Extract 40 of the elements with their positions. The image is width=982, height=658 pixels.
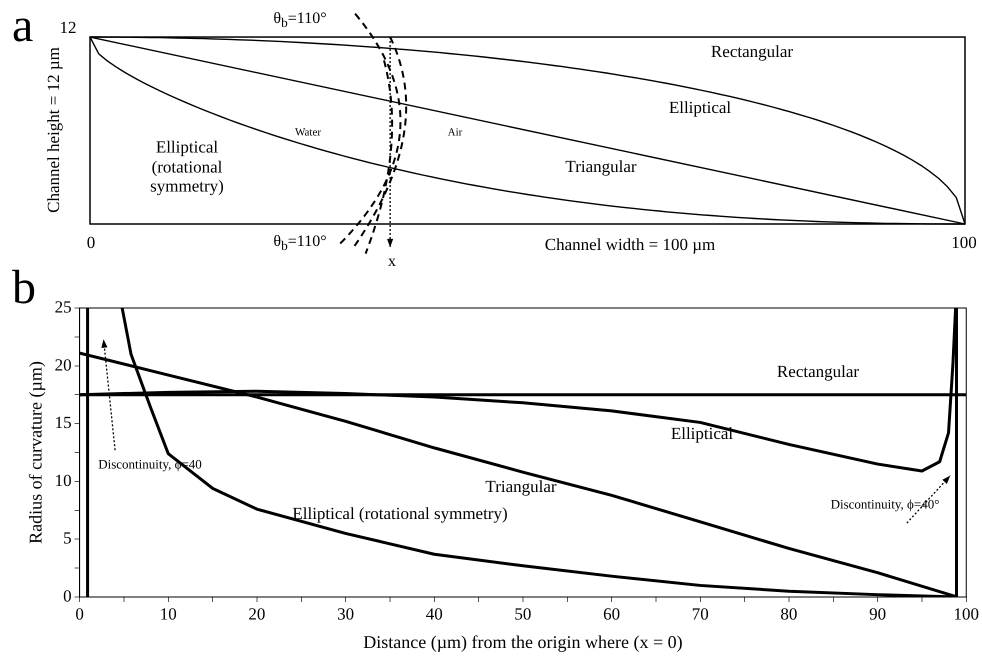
x-tick-label: 10 — [160, 604, 177, 624]
y-tick-label: 15 — [54, 413, 72, 432]
text: θ$_{b}$=110° — [273, 232, 327, 254]
x-tick-label: 0 — [75, 604, 84, 624]
x-tick-label: 100 — [954, 604, 979, 624]
text: θ$_{b}$=110° — [273, 10, 327, 30]
x-tick-label: 50 — [514, 604, 532, 624]
x-axis-title: Distance (µm) from the origin where (x = 0) — [363, 632, 683, 652]
y-tick-label: 5 — [63, 528, 72, 548]
y-tick-label: 25 — [54, 297, 72, 316]
text: x — [388, 252, 396, 272]
annotation: Discontinuity, ϕ=40° — [830, 496, 940, 512]
x-tick-label: 40 — [426, 604, 443, 624]
text: Elliptical (rotational symmetry) — [149, 138, 225, 196]
y-tick-label: 0 — [63, 586, 72, 606]
text: Elliptical — [668, 98, 732, 118]
text: Water — [295, 126, 321, 140]
text: 0 — [86, 233, 96, 253]
chart-title: b — [12, 261, 36, 314]
text: Rectangular — [710, 42, 794, 62]
text: a — [12, 0, 34, 52]
annotation: Rectangular — [776, 362, 860, 382]
text: Channel width = 100 µm — [544, 235, 716, 255]
x-tick-label: 20 — [248, 604, 266, 624]
x-tick-label: 30 — [337, 604, 354, 624]
annotation: Triangular — [485, 477, 557, 497]
x-tick-label: 60 — [603, 604, 620, 624]
text: 100 — [951, 233, 977, 253]
text: 12 — [60, 18, 76, 38]
y-tick-label: 20 — [54, 355, 72, 374]
text: Air — [448, 126, 462, 140]
x-tick-label: 70 — [692, 604, 709, 624]
y-tick-label: 10 — [54, 470, 72, 490]
y-axis-title: Radius of curvature (µm) — [26, 361, 46, 544]
text: Triangular — [565, 157, 637, 177]
x-tick-label: 90 — [869, 604, 886, 624]
text: Channel height = 12 µm — [44, 47, 64, 213]
x-tick-label: 80 — [780, 604, 798, 624]
annotation: Elliptical (rotational symmetry) — [292, 504, 508, 524]
annotation: Elliptical — [670, 424, 734, 444]
